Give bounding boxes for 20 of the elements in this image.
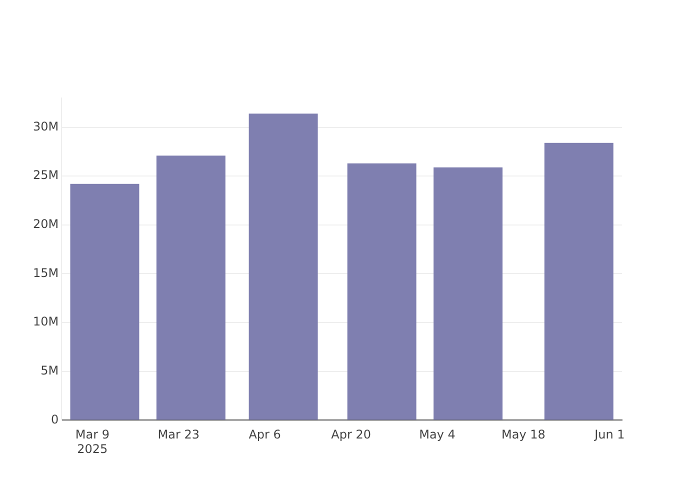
x-tick-label: Mar 23 (158, 428, 200, 442)
x-tick-label: Apr 20 (331, 428, 371, 442)
x-tick-label: Apr 6 (248, 428, 281, 442)
y-tick-label: 5M (40, 364, 59, 378)
bar (248, 114, 318, 420)
y-tick-label: 30M (33, 119, 59, 134)
x-tick-label: May 4 (419, 428, 456, 442)
y-tick-label: 25M (33, 168, 59, 182)
y-tick-label: 10M (33, 314, 59, 329)
y-tick-label: 15M (33, 266, 59, 280)
bar (156, 156, 226, 420)
y-tick-label: 0 (50, 412, 59, 426)
y-tick-label: 20M (33, 217, 59, 232)
bar (347, 163, 416, 420)
bar (434, 167, 503, 420)
bar (70, 184, 140, 420)
bar (544, 142, 614, 420)
x-tick-label: Mar 9 2025 (75, 428, 110, 456)
x-tick-label: Jun 1 (594, 428, 625, 442)
x-tick-label: May 18 (502, 428, 546, 442)
